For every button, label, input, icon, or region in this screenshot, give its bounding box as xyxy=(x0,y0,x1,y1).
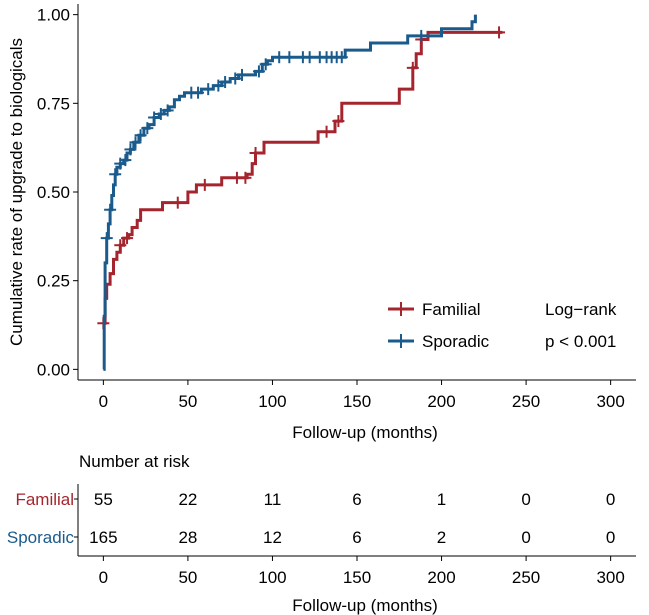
y-tick-label: 0.50 xyxy=(37,183,70,202)
risk-x-tick-label: 100 xyxy=(258,568,286,587)
risk-table-x-ticks: 0 50 100 150 200 250 300 xyxy=(99,556,625,587)
curve-sporadic xyxy=(102,14,477,371)
risk-row-label-familial: Familial xyxy=(15,490,74,509)
x-tick-label: 100 xyxy=(258,392,286,411)
x-tick-label: 150 xyxy=(343,392,371,411)
risk-count-familial: 11 xyxy=(264,490,282,509)
risk-count-sporadic: 2 xyxy=(437,528,446,547)
y-tick-label: 0.25 xyxy=(37,272,70,291)
risk-count-sporadic: 28 xyxy=(178,528,197,547)
y-tick-label: 0.75 xyxy=(37,94,70,113)
risk-x-tick-label: 300 xyxy=(596,568,624,587)
risk-count-sporadic: 0 xyxy=(606,528,615,547)
x-tick-label: 250 xyxy=(512,392,540,411)
survival-curves xyxy=(97,14,506,371)
x-tick-label: 0 xyxy=(99,392,108,411)
risk-count-sporadic: 165 xyxy=(89,528,117,547)
y-tick-label: 1.00 xyxy=(37,6,70,25)
risk-table-cells: 55 22 11 6 1 0 0 165 28 12 6 2 0 0 xyxy=(89,490,615,547)
x-tick-label: 300 xyxy=(596,392,624,411)
risk-x-tick-label: 250 xyxy=(512,568,540,587)
risk-count-familial: 0 xyxy=(606,490,615,509)
risk-table-x-axis-label: Follow-up (months) xyxy=(292,596,438,615)
legend-sporadic-label: Sporadic xyxy=(422,332,490,351)
legend[interactable]: Familial Sporadic Log−rank p < 0.001 xyxy=(388,300,617,351)
risk-table-title: Number at risk xyxy=(79,452,190,471)
logrank-label: Log−rank xyxy=(545,300,617,319)
y-axis-label: Cumulative rate of upgrade to biological… xyxy=(7,38,26,346)
curve-familial xyxy=(103,30,503,325)
x-tick-label: 50 xyxy=(178,392,197,411)
x-axis-ticks: 0 50 100 150 200 250 300 xyxy=(99,380,625,411)
risk-count-sporadic: 0 xyxy=(521,528,530,547)
y-tick-label: 0.00 xyxy=(37,360,70,379)
risk-row-label-sporadic: Sporadic xyxy=(7,528,75,547)
y-axis-ticks: 0.00 0.25 0.50 0.75 1.00 xyxy=(37,6,78,379)
risk-x-tick-label: 0 xyxy=(99,568,108,587)
legend-item-sporadic[interactable]: Sporadic xyxy=(388,332,490,351)
risk-x-tick-label: 50 xyxy=(178,568,197,587)
risk-count-familial: 55 xyxy=(94,490,113,509)
risk-count-familial: 6 xyxy=(352,490,361,509)
risk-x-tick-label: 200 xyxy=(427,568,455,587)
risk-count-sporadic: 6 xyxy=(352,528,361,547)
risk-x-tick-label: 150 xyxy=(343,568,371,587)
risk-count-familial: 0 xyxy=(521,490,530,509)
x-axis-label: Follow-up (months) xyxy=(292,423,438,442)
risk-count-familial: 22 xyxy=(178,490,197,509)
legend-item-familial[interactable]: Familial xyxy=(388,300,481,319)
x-tick-label: 200 xyxy=(427,392,455,411)
legend-familial-label: Familial xyxy=(422,300,481,319)
risk-count-familial: 1 xyxy=(437,490,446,509)
p-value-label: p < 0.001 xyxy=(545,332,616,351)
km-plot: 0.000.250.500.751.00 0 50 100 150 200 250 300 … xyxy=(7,4,636,442)
risk-table: Number at risk Familial Sporadic 55 22 11 6… xyxy=(7,452,636,615)
risk-count-sporadic: 12 xyxy=(263,528,282,547)
